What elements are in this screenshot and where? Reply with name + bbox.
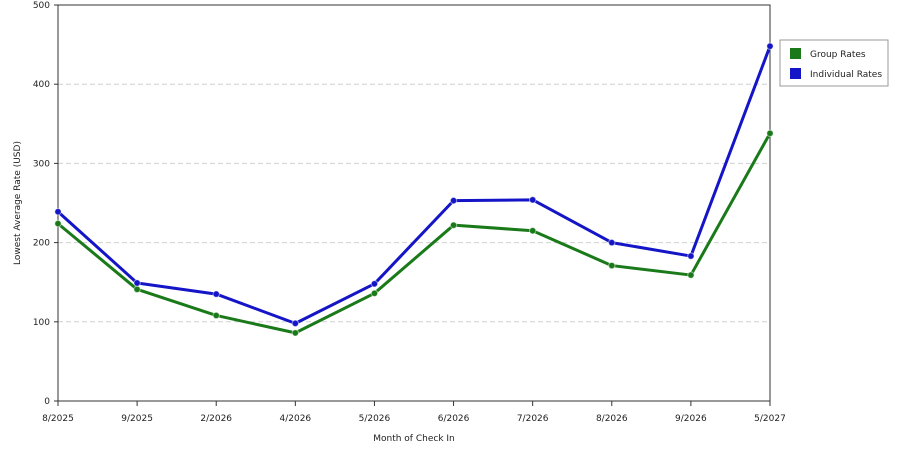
y-tick-label: 100 (33, 318, 50, 328)
x-tick-label: 4/2026 (279, 414, 311, 424)
data-point-individual-rates (54, 208, 62, 216)
data-point-group-rates (54, 219, 62, 228)
y-axis-title: Lowest Average Rate (USD) (13, 141, 23, 265)
data-point-individual-rates (528, 196, 537, 204)
legend-swatch-group-rates (790, 48, 801, 59)
data-point-group-rates (212, 311, 220, 320)
series-lines (54, 42, 774, 337)
data-point-group-rates (766, 129, 774, 138)
data-point-individual-rates (291, 319, 300, 328)
series-line-group-rates (56, 131, 772, 335)
x-tick-label: 8/2025 (42, 414, 74, 424)
x-tick-label: 9/2025 (121, 414, 153, 424)
data-point-individual-rates (608, 238, 616, 247)
data-point-group-rates (449, 221, 458, 229)
x-tick-label: 6/2026 (438, 414, 470, 424)
y-tick-label: 200 (33, 239, 50, 249)
x-axis-title: Month of Check In (373, 434, 455, 444)
data-point-individual-rates (370, 280, 379, 288)
legend-label-group-rates: Group Rates (810, 50, 866, 60)
data-point-individual-rates (449, 196, 458, 205)
legend: Group Rates Individual Rates (779, 39, 889, 87)
x-tick-label: 5/2026 (359, 414, 391, 424)
plot-area-frame (57, 4, 771, 402)
series-line-individual-rates (56, 44, 772, 325)
y-tick-label: 300 (33, 159, 50, 169)
data-point-group-rates (528, 227, 537, 235)
data-point-group-rates (687, 271, 695, 279)
data-point-individual-rates (212, 290, 220, 298)
series-group-rates (54, 129, 774, 337)
data-point-group-rates (133, 285, 141, 294)
legend-label-individual-rates: Individual Rates (810, 70, 882, 80)
axis-ticks: 0 100 200 300 400 500 8/2025 9/2025 2/2026 4/2026… (33, 1, 786, 424)
legend-swatch-individual-rates (790, 68, 801, 79)
data-point-group-rates (370, 289, 379, 297)
y-tick-label: 500 (33, 1, 50, 11)
data-point-individual-rates (133, 279, 141, 287)
data-point-individual-rates (766, 42, 774, 50)
x-tick-label: 9/2026 (675, 414, 707, 424)
x-tick-label: 8/2026 (596, 414, 628, 424)
data-point-group-rates (291, 329, 300, 337)
x-tick-label: 2/2026 (200, 414, 232, 424)
data-point-individual-rates (687, 252, 695, 260)
x-tick-label: 7/2026 (517, 414, 549, 424)
y-tick-label: 0 (44, 397, 50, 407)
series-individual-rates (54, 42, 774, 328)
y-tick-label: 400 (33, 80, 50, 90)
data-point-group-rates (608, 261, 616, 270)
x-tick-label: 5/2027 (754, 414, 786, 424)
